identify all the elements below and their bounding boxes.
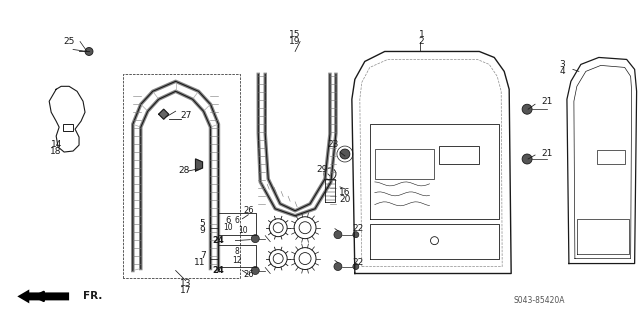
Text: 18: 18 [51,146,62,156]
Text: 11: 11 [194,258,205,267]
Text: 21: 21 [541,97,553,106]
Text: 4: 4 [559,67,564,76]
Bar [63,124,73,131]
Text: 6: 6 [226,216,231,225]
Text: 27: 27 [180,111,192,120]
Circle shape [334,263,342,271]
Text: S043-85420A: S043-85420A [513,296,564,305]
Text: 25: 25 [63,37,75,46]
Text: 13: 13 [180,279,191,288]
Text: 26: 26 [243,206,253,215]
Text: 29: 29 [316,166,328,174]
Text: 21: 21 [541,149,553,158]
Text: 23: 23 [327,140,339,149]
Circle shape [85,48,93,56]
Bar [440,146,479,164]
Circle shape [340,149,350,159]
Text: 7: 7 [200,251,205,260]
Circle shape [353,232,359,238]
Text: 24: 24 [212,266,224,275]
Text: 28: 28 [178,167,189,175]
Text: 20: 20 [339,195,351,204]
Text: 5: 5 [200,219,205,228]
Text: 22: 22 [352,224,364,233]
Circle shape [252,235,259,243]
Text: 24: 24 [212,236,224,245]
Text: 2: 2 [419,37,424,46]
Text: 6: 6 [235,216,240,225]
Circle shape [334,231,342,239]
Text: 12: 12 [232,256,242,265]
Text: 3: 3 [559,60,565,69]
FancyArrow shape [17,289,69,303]
Text: 16: 16 [339,188,351,197]
Text: FR.: FR. [83,291,102,301]
Circle shape [353,263,359,270]
Bar [375,149,435,179]
Text: 9: 9 [200,226,205,235]
Bar [596,150,625,164]
Text: 26: 26 [243,270,253,279]
Polygon shape [159,109,169,119]
Text: 17: 17 [180,286,191,295]
Text: 14: 14 [51,140,62,149]
Text: 15: 15 [289,30,301,39]
Circle shape [522,154,532,164]
Circle shape [252,267,259,274]
Circle shape [522,104,532,114]
Text: 22: 22 [352,258,364,267]
Text: 10: 10 [223,223,233,232]
Text: 10: 10 [239,226,248,235]
Text: 19: 19 [289,37,301,46]
Text: 1: 1 [419,30,424,39]
Text: 8: 8 [235,247,240,256]
Polygon shape [196,159,202,171]
